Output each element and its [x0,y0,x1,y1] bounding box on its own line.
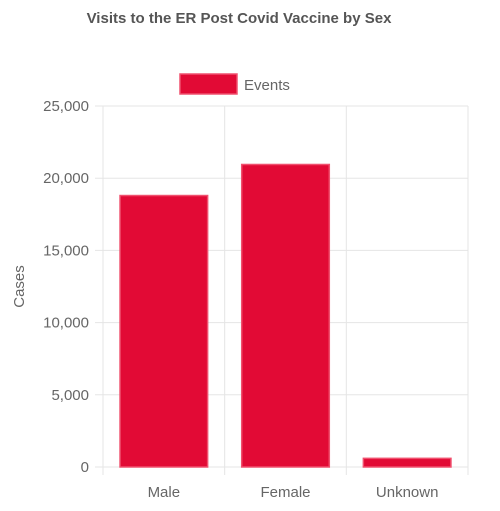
chart-title: Visits to the ER Post Covid Vaccine by S… [86,10,392,27]
y-tick-label: 25,000 [43,98,89,115]
bar-female [240,163,331,468]
y-tick-label: 0 [81,459,89,476]
y-tick-label: 5,000 [51,387,89,404]
x-tick-label: Female [260,484,310,501]
x-tick-label: Male [148,484,181,501]
y-axis-label: Cases [11,265,28,308]
y-tick-label: 20,000 [43,170,89,187]
bar-male [119,194,209,468]
y-tick-label: 15,000 [43,242,89,259]
bar-unknown [362,457,452,468]
legend-swatch [179,73,238,95]
legend-label-events: Events [244,77,290,94]
y-tick-label: 10,000 [43,315,89,332]
x-tick-label: Unknown [376,484,439,501]
